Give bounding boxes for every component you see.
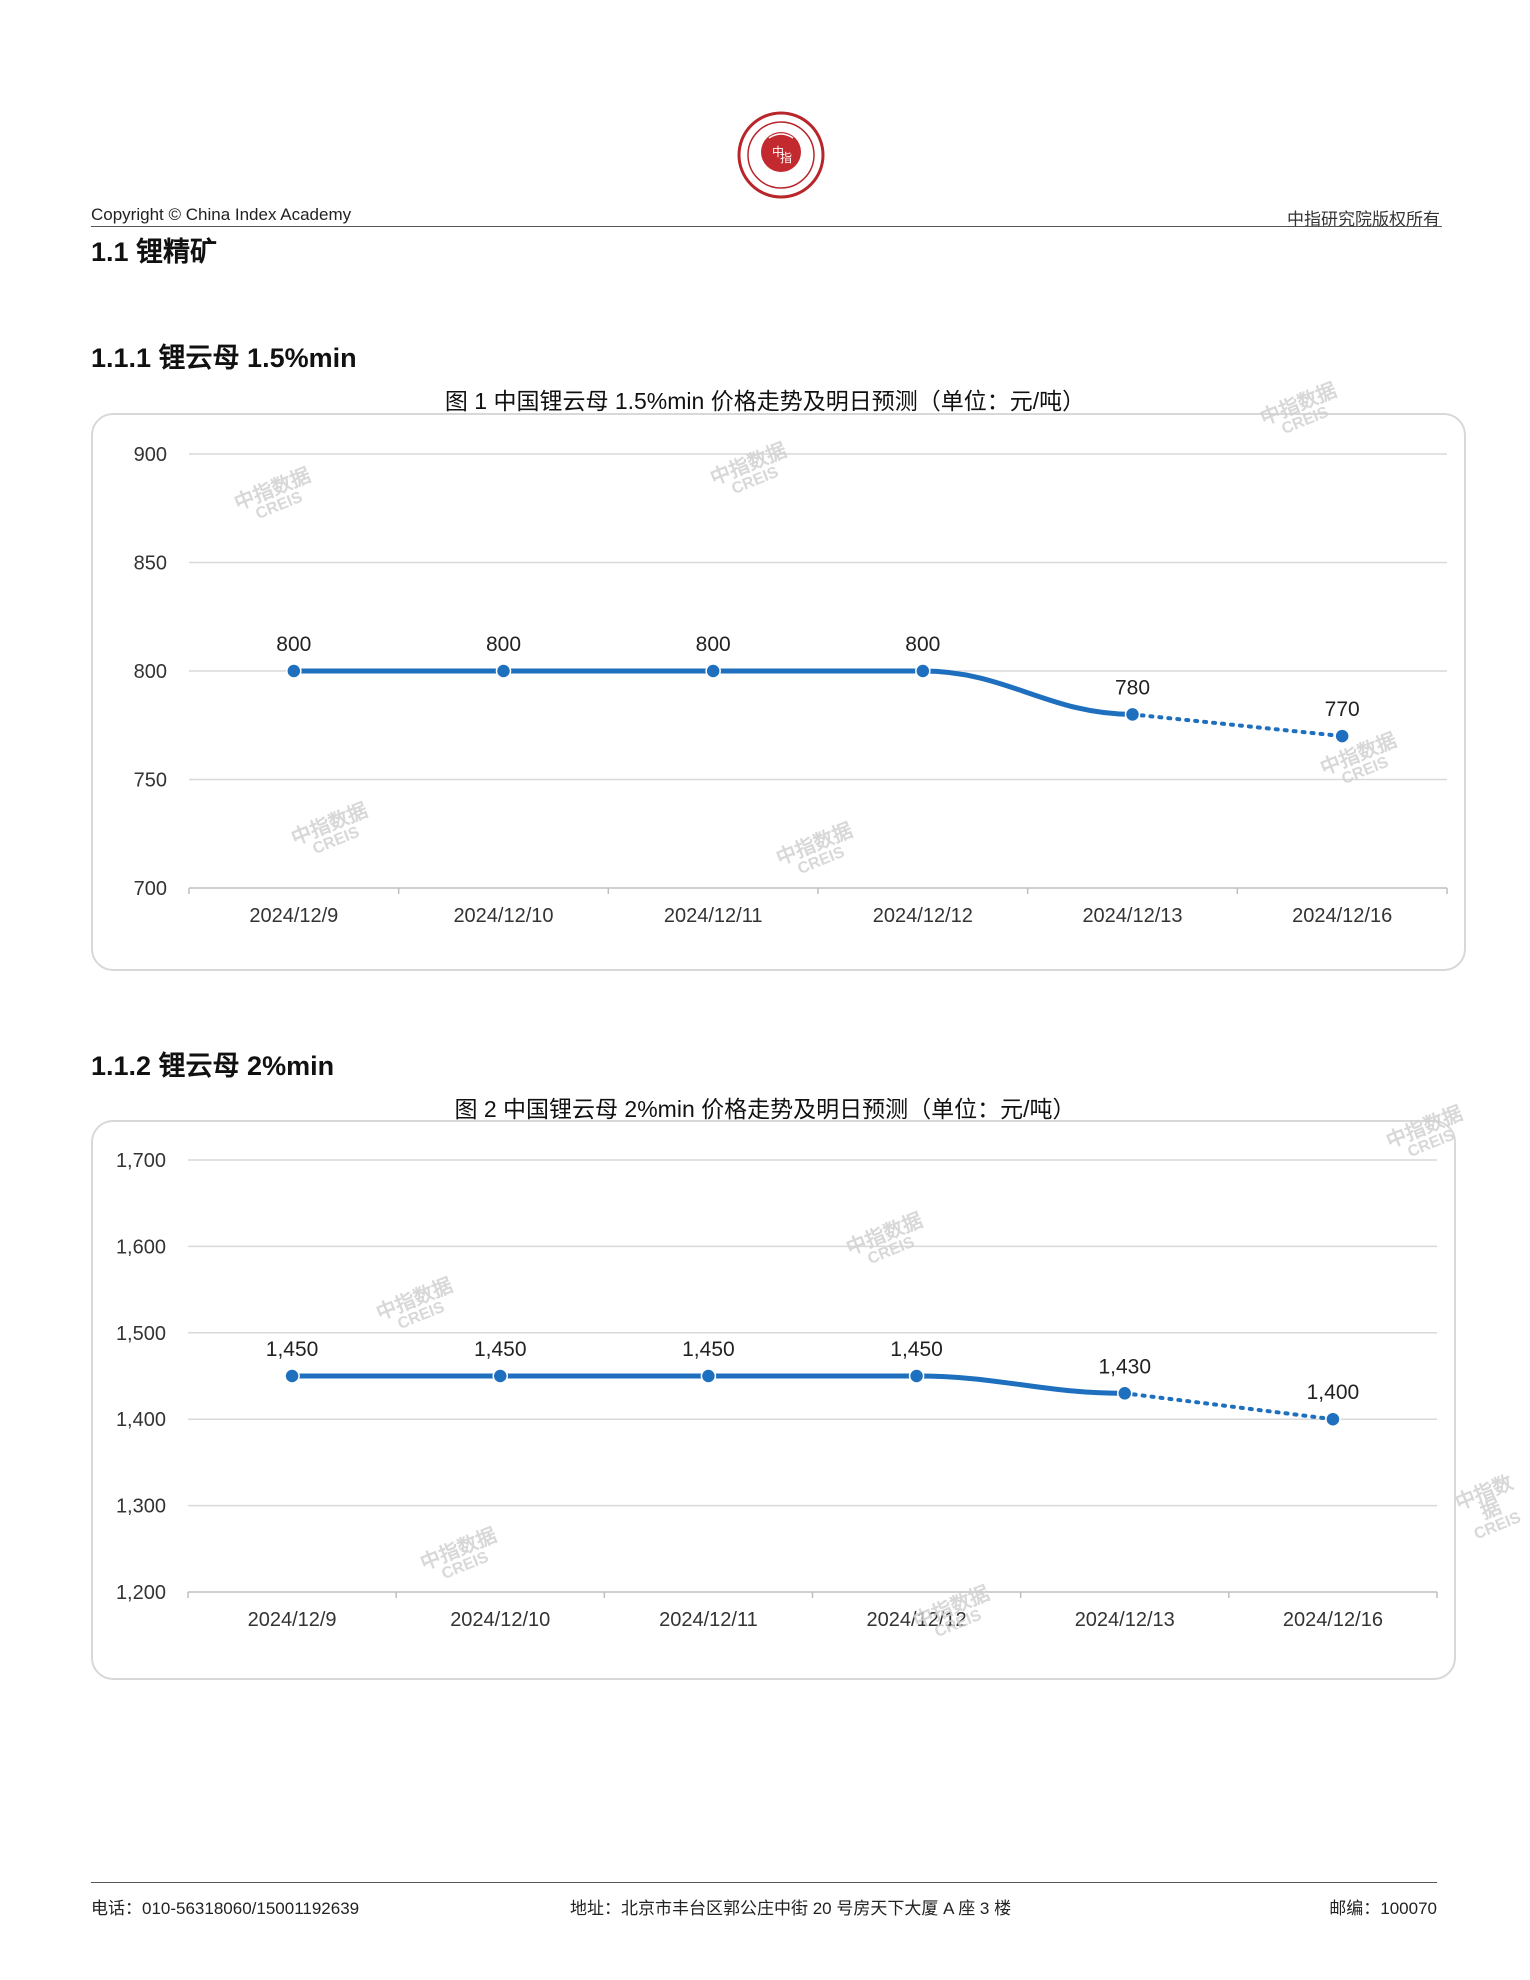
data-point — [495, 663, 512, 679]
data-label: 1,450 — [682, 1338, 735, 1361]
y-tick-label: 700 — [134, 878, 167, 900]
copyright-text: Copyright © China Index Academy — [91, 205, 352, 224]
chart-2: 1,700 1,600 1,500 1,400 1,300 1,200 2024/12/9 2… — [116, 1150, 1438, 1631]
x-tick-label: 2024/12/12 — [867, 1609, 967, 1631]
data-label: 1,450 — [890, 1338, 943, 1361]
footer-phone: 电话：010-56318060/15001192639 — [91, 1899, 360, 1918]
x-tick-label: 2024/12/10 — [450, 1609, 550, 1631]
chart-2-title: 图 2 中国锂云母 2%min 价格走势及明日预测（单位：元/吨） — [454, 1096, 1076, 1122]
y-tick-label: 750 — [134, 770, 167, 792]
x-tick-label: 2024/12/10 — [453, 905, 553, 927]
data-point — [908, 1368, 925, 1384]
data-label: 780 — [1115, 676, 1150, 699]
y-tick-label: 800 — [134, 661, 167, 683]
x-tick-label: 2024/12/9 — [249, 905, 338, 927]
rights-text: 中指研究院版权所有 — [1287, 210, 1440, 230]
chart-1-title: 图 1 中国锂云母 1.5%min 价格走势及明日预测（单位：元/吨） — [444, 388, 1086, 414]
chart-1-frame: 900 850 800 750 700 2024/12/9 2024/12/10 2024/1… — [91, 413, 1466, 971]
svg-text:中: 中 — [772, 144, 784, 159]
svg-text:指: 指 — [780, 150, 792, 165]
subsection-title-1: 1.1.1 锂云母 1.5%min — [91, 343, 357, 373]
footer-postcode: 邮编：100070 — [1329, 1899, 1437, 1918]
y-tick-label: 1,700 — [116, 1150, 166, 1172]
data-point — [1334, 728, 1350, 744]
data-point — [700, 1368, 717, 1384]
data-label: 770 — [1325, 698, 1360, 721]
y-tick-label: 900 — [134, 444, 167, 466]
y-tick-label: 1,600 — [116, 1236, 166, 1258]
data-label: 1,430 — [1098, 1355, 1151, 1378]
y-tick-label: 1,500 — [116, 1323, 166, 1345]
data-label: 800 — [696, 633, 731, 656]
footer-divider — [91, 1882, 1437, 1883]
data-label: 800 — [486, 633, 521, 656]
data-label: 800 — [905, 633, 940, 656]
data-point — [1124, 706, 1141, 723]
chart-2-frame: 1,700 1,600 1,500 1,400 1,300 1,200 2024/12/9 2… — [91, 1120, 1456, 1680]
data-label: 800 — [276, 633, 311, 656]
y-tick-label: 1,400 — [116, 1409, 166, 1431]
x-tick-label: 2024/12/13 — [1082, 905, 1182, 927]
china-index-academy-logo: 中 指 — [737, 111, 825, 199]
x-tick-label: 2024/12/9 — [248, 1609, 337, 1631]
data-label: 1,450 — [266, 1338, 319, 1361]
y-tick-label: 1,300 — [116, 1496, 166, 1518]
x-tick-label: 2024/12/16 — [1292, 905, 1392, 927]
forecast-line — [1122, 1391, 1335, 1422]
forecast-line — [1130, 712, 1345, 739]
header-divider — [91, 226, 1442, 227]
subsection-title-2: 1.1.2 锂云母 2%min — [91, 1051, 335, 1081]
section-title: 1.1 锂精矿 — [91, 237, 218, 267]
x-tick-label: 2024/12/11 — [659, 1609, 758, 1631]
data-point — [1325, 1411, 1341, 1427]
data-point — [705, 663, 721, 679]
x-tick-label: 2024/12/12 — [873, 905, 973, 927]
data-label: 1,400 — [1307, 1381, 1360, 1404]
data-point — [915, 663, 931, 679]
chart-1: 900 850 800 750 700 2024/12/9 2024/12/10 2024/1… — [134, 444, 1448, 927]
footer-address: 地址：北京市丰台区郭公庄中街 20 号房天下大厦 A 座 3 楼 — [570, 1899, 1012, 1918]
data-point — [492, 1368, 508, 1384]
y-tick-label: 1,200 — [116, 1582, 166, 1604]
x-tick-label: 2024/12/11 — [664, 905, 763, 927]
x-tick-label: 2024/12/13 — [1075, 1609, 1175, 1631]
x-tick-label: 2024/12/16 — [1283, 1609, 1383, 1631]
data-label: 1,450 — [474, 1338, 527, 1361]
data-point — [286, 663, 302, 679]
data-point — [1117, 1385, 1133, 1402]
y-tick-label: 850 — [134, 553, 167, 575]
data-point — [284, 1368, 300, 1384]
